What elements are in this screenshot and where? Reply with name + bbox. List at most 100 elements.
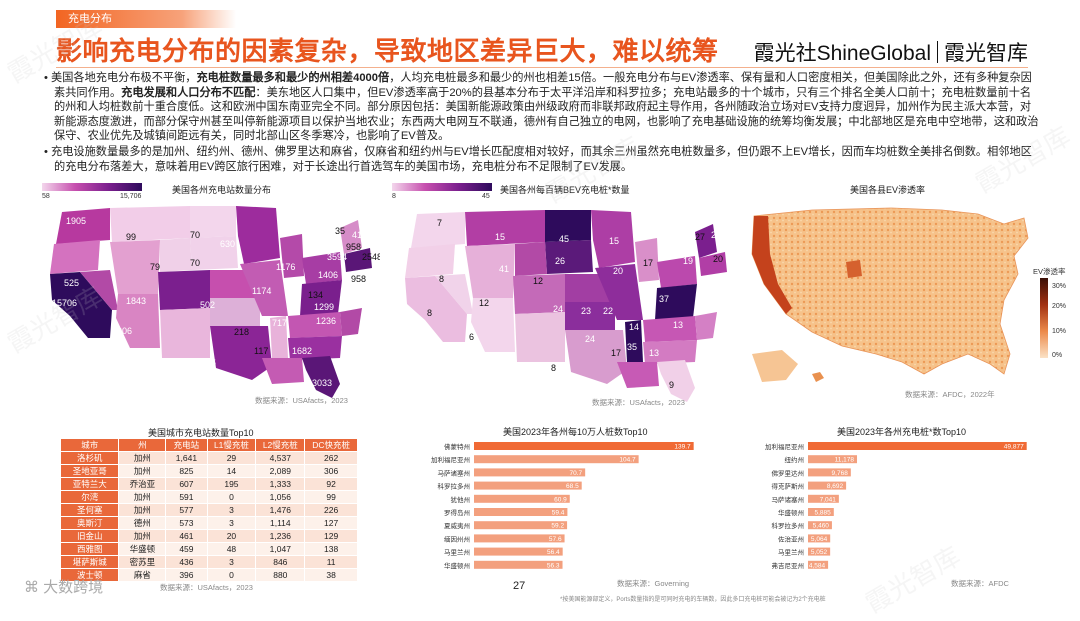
- bar-value-label: 59.2: [551, 523, 564, 530]
- bar: [474, 534, 565, 543]
- table-cell: 459: [165, 542, 208, 556]
- map2-label: 13: [673, 320, 683, 330]
- table-cell: 加州: [118, 490, 167, 504]
- map2-label: 24: [585, 334, 595, 344]
- map3-legend-tick: 20%: [1052, 303, 1067, 310]
- map2-label: 13: [649, 348, 659, 358]
- bullet-2: • 充电设施数量最多的是加州、纽约州、德州、佛罗里达和麻省，仅麻省和纽约州与EV…: [44, 145, 1032, 173]
- map1-source: 数据来源：USAfacts，2023: [255, 396, 348, 405]
- map1-label: 218: [234, 327, 249, 337]
- map1-label: 1299: [314, 302, 334, 312]
- map2-label: 45: [559, 234, 569, 244]
- page-title: 影响充电分布的因素复杂，导致地区差异巨大，难以统筹: [56, 36, 719, 66]
- table-cell: 38: [304, 568, 358, 582]
- map1-label: 630: [220, 239, 235, 249]
- bar-value-label: 60.9: [554, 496, 567, 503]
- map2-svg: 7 15 45 27 29 41 26 15 19 20 8 12 20 17 …: [405, 210, 727, 402]
- bar-category-label: 佛罗里达州: [772, 468, 805, 477]
- table-cell: 3: [206, 555, 257, 569]
- bar-value-label: 70.7: [570, 470, 583, 477]
- table-cell: 262: [304, 451, 358, 465]
- title-rule: [56, 67, 1028, 68]
- brand: 霞光社ShineGlobal 霞光智库: [754, 37, 1028, 67]
- table-cell: 825: [165, 464, 208, 478]
- bar: [808, 508, 834, 516]
- bar: [808, 521, 832, 530]
- table-cell: 尔湾: [59, 490, 120, 504]
- table-header: 充电站: [165, 438, 208, 452]
- bar: [808, 455, 858, 464]
- map2-label: 6: [469, 332, 474, 342]
- bar-category-label: 佛蒙特州: [444, 442, 470, 451]
- table-cell: 138: [304, 542, 358, 556]
- map2-title: 美国各州每百辆BEV充电桩*数量: [500, 185, 630, 195]
- map1-label: 1006: [112, 326, 132, 336]
- map1-legend-bar: [42, 183, 142, 191]
- bar-category-label: 得克萨斯州: [772, 482, 805, 491]
- map3-source: 数据来源：AFDC，2022年: [905, 390, 995, 399]
- table-cell: 圣地亚哥: [59, 464, 120, 478]
- table-cell: 226: [304, 503, 358, 517]
- table-row: 亚特兰大 乔治亚 607 195 1,333 92: [59, 477, 358, 491]
- table-cell: 306: [304, 464, 358, 478]
- table-header: 城市: [59, 438, 120, 452]
- table-row: 西雅图 华盛顿 459 48 1,047 138: [59, 542, 358, 556]
- map2-label: 17: [611, 348, 621, 358]
- table-row: 圣地亚哥 加州 825 14 2,089 306: [59, 464, 358, 478]
- table-cell: 德州: [118, 516, 167, 530]
- table-cell: 20: [206, 529, 257, 543]
- map3-colorado-high: [846, 260, 862, 278]
- map2-label: 20: [713, 254, 723, 264]
- table-cell: 461: [165, 529, 208, 543]
- table-cell: 14: [206, 464, 257, 478]
- table-cell: 1,476: [255, 503, 306, 517]
- table-cell: 1,056: [255, 490, 306, 504]
- table-cell: 129: [304, 529, 358, 543]
- table-cell: 加州: [118, 464, 167, 478]
- map2-label: 7: [437, 218, 442, 228]
- map1-labels: 1905 99 70 630 35 416 79 70 1176 958 359…: [52, 216, 380, 388]
- table-cell: 堪萨斯城: [59, 555, 120, 569]
- map2-label: 29: [711, 230, 721, 240]
- city-table: 城市 州 充电站 L1慢充桩 L2慢充桩 DC快充桩 洛杉矶 加州 1,641 29 4…: [59, 438, 358, 582]
- table-cell: 846: [255, 555, 306, 569]
- bar-value-label: 104.7: [619, 457, 636, 464]
- map3-legend-tick: 0%: [1052, 352, 1063, 359]
- table-cell: 577: [165, 503, 208, 517]
- table-cell: 607: [165, 477, 208, 491]
- footnote: *按美国能源部定义，Ports数量指的是可同时充电的车辆数，因此多口充电桩可能会…: [560, 597, 826, 603]
- brand-right: 霞光智库: [944, 42, 1028, 65]
- map1-label: 1905: [66, 216, 86, 226]
- chart2-svg: 加利福尼亚州 49,877 纽约州 11,178 佛罗里达州 9,768 得克萨斯州 8,69…: [765, 442, 1027, 570]
- map1-label: 416: [352, 230, 367, 240]
- bar-category-label: 马里兰州: [778, 548, 804, 557]
- map2-labels: 7 15 45 27 29 41 26 15 19 20 8 12 20 17 …: [427, 218, 723, 390]
- map1-label: 79: [150, 262, 160, 272]
- table-cell: 29: [206, 451, 257, 465]
- map2-shapes: [405, 210, 727, 402]
- table-cell: 3: [206, 503, 257, 517]
- bar-category-label: 佐治亚州: [778, 534, 804, 543]
- map1-svg: 1905 99 70 630 35 416 79 70 1176 958 359…: [50, 206, 380, 398]
- bar-value-label: 57.6: [549, 536, 562, 543]
- table-cell: 西雅图: [59, 542, 120, 556]
- map2-label: 8: [439, 274, 444, 284]
- section-tag: 充电分布: [56, 10, 236, 28]
- map2-label: 35: [627, 342, 637, 352]
- chart1-source: 数据来源：Governing: [617, 579, 690, 588]
- map1-label: 958: [351, 274, 366, 284]
- bar-category-label: 华盛顿州: [444, 561, 470, 570]
- map1-title: 美国各州充电站数量分布: [172, 185, 272, 195]
- map1-label: 525: [64, 278, 79, 288]
- map1-label: 1176: [276, 262, 295, 272]
- map2-label: 9: [669, 380, 674, 390]
- bar: [808, 560, 829, 569]
- bar-value-label: 56.3: [547, 562, 560, 569]
- map1-label: 1843: [126, 296, 146, 306]
- table-cell: 2,089: [255, 464, 306, 478]
- table-cell: 48: [206, 542, 257, 556]
- map2-source: 数据来源：USAfacts，2023: [592, 398, 685, 407]
- bar: [474, 508, 568, 516]
- table-cell: 奥斯汀: [59, 516, 120, 530]
- table-cell: 0: [206, 490, 257, 504]
